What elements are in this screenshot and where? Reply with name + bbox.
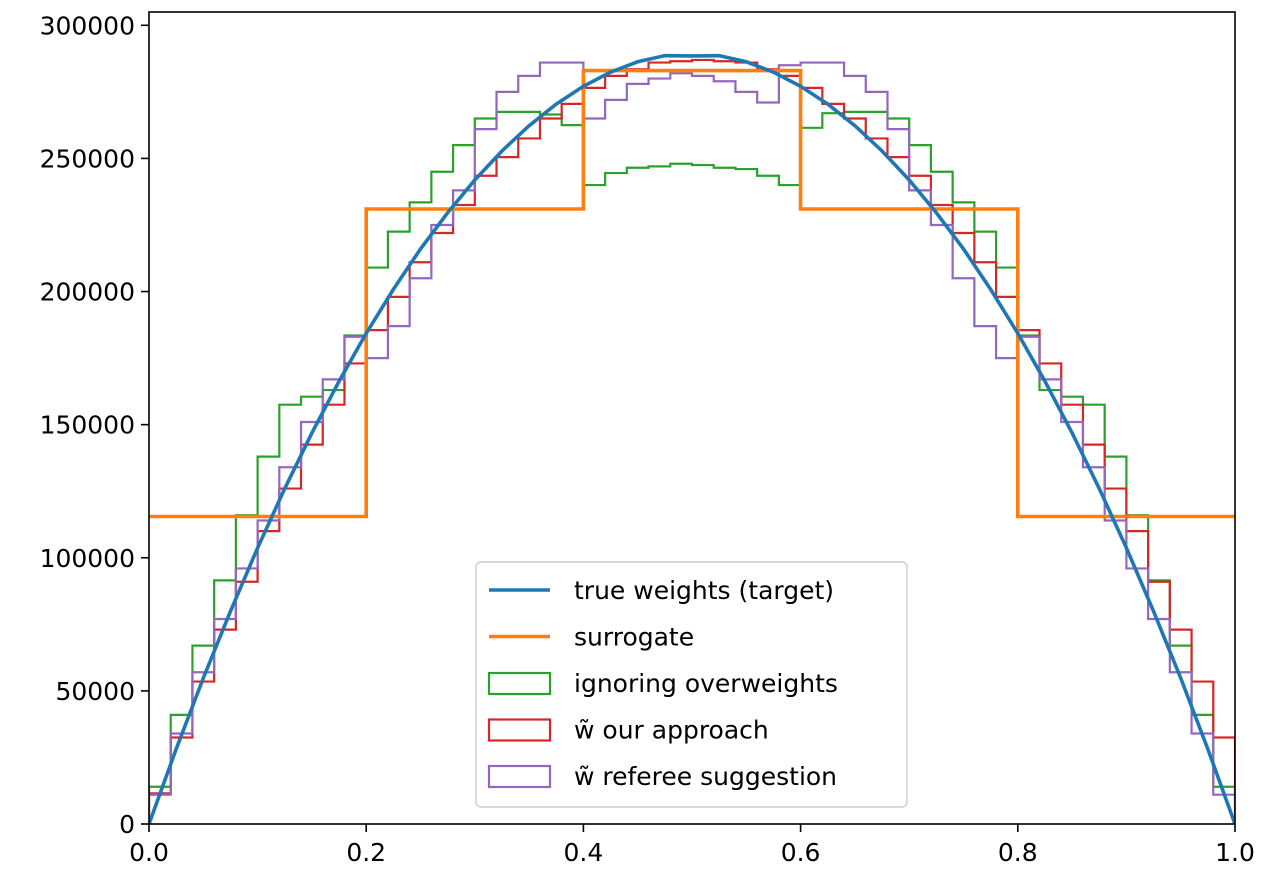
y-axis: 0 50000 100000 150000 200000 250000 300000	[40, 11, 149, 839]
x-tick-label: 0.8	[998, 838, 1038, 867]
series-w-referee-suggestion-line	[149, 61, 1235, 824]
x-tick-label: 0.6	[781, 838, 821, 867]
legend-label: w̃ referee suggestion	[574, 762, 837, 791]
legend-swatch	[487, 718, 552, 742]
y-tick-label: 50000	[55, 677, 135, 706]
legend-label: true weights (target)	[574, 576, 834, 605]
y-tick-label: 0	[119, 810, 135, 839]
legend-entry-surrogate: surrogate	[489, 623, 694, 652]
plot-frame	[148, 11, 1236, 825]
legend-entry-w-our-approach: w̃ our approach	[487, 716, 769, 745]
y-tick-label: 250000	[40, 144, 135, 173]
legend-label: w̃ our approach	[574, 716, 769, 745]
y-tick-label: 150000	[40, 411, 135, 440]
x-tick-label: 0.4	[564, 838, 604, 867]
x-axis: 0.0 0.2 0.4 0.6 0.8 1.0	[129, 824, 1255, 867]
y-tick-label: 300000	[40, 11, 135, 40]
y-tick-label: 100000	[40, 544, 135, 573]
legend-entry-w-referee-suggestion: w̃ referee suggestion	[487, 762, 837, 791]
legend-entry-ignoring-overweights: ignoring overweights	[487, 669, 838, 698]
legend-swatch	[487, 671, 552, 696]
legend-box	[475, 561, 908, 808]
legend-swatch	[487, 764, 552, 789]
x-tick-label: 0.0	[129, 838, 169, 867]
x-tick-label: 1.0	[1215, 838, 1255, 867]
legend-entry-true-weights-target: true weights (target)	[489, 576, 834, 605]
legend-label: surrogate	[574, 623, 694, 652]
y-tick-label: 200000	[40, 278, 135, 307]
series-true-weights-target-line	[149, 53, 1235, 824]
legend-label: ignoring overweights	[574, 669, 838, 698]
series-surrogate-line	[149, 68, 1235, 519]
x-tick-label: 0.2	[346, 838, 386, 867]
legend: true weights (target) surrogate ignoring o…	[475, 561, 908, 808]
series-layer	[149, 53, 1235, 824]
